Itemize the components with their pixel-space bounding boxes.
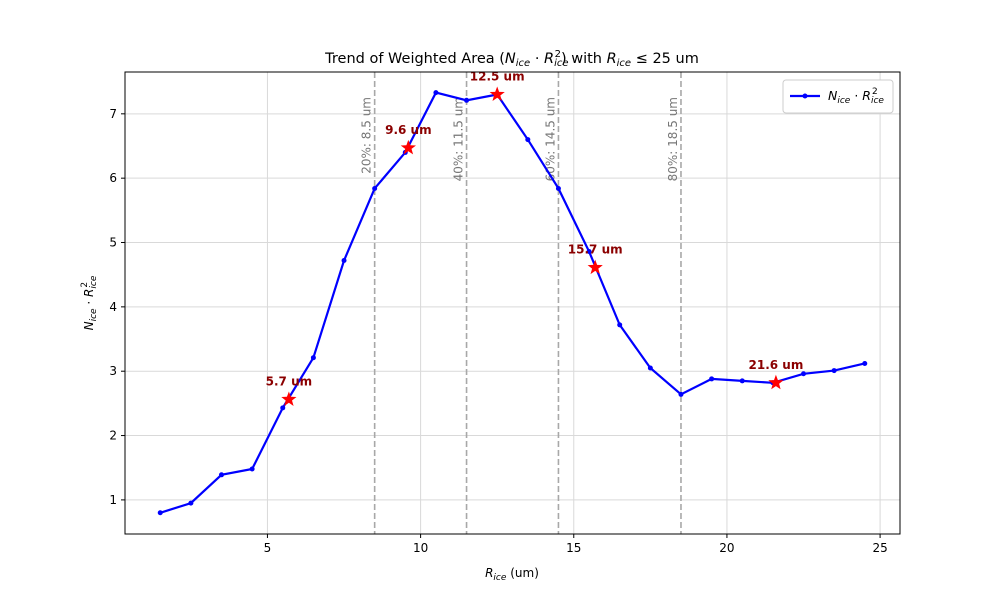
data-point (739, 378, 745, 384)
data-point (617, 322, 623, 328)
legend-entry: Nice · Rice2 (828, 87, 884, 106)
percentile-label: 80%: 18.5 um (666, 97, 680, 181)
plot-frame (124, 71, 901, 535)
data-point (709, 376, 715, 382)
data-point (249, 466, 255, 472)
star-label: 12.5 um (470, 70, 525, 84)
y-tick-label: 2 (109, 429, 117, 443)
star-marker (281, 391, 297, 406)
data-point (647, 365, 653, 371)
data-point (372, 185, 378, 191)
y-tick-label: 3 (109, 364, 117, 378)
star-marker (587, 259, 603, 275)
y-tick-label: 6 (109, 171, 117, 185)
data-point (801, 371, 807, 377)
y-tick-label: 5 (109, 236, 117, 250)
chart-title: Trend of Weighted Area (Nice · Rice2) wi… (324, 49, 699, 69)
star-label: 9.6 um (385, 123, 431, 137)
x-tick-label: 5 (264, 541, 272, 555)
data-point (831, 368, 837, 374)
data-point (464, 97, 470, 103)
data-point (678, 391, 684, 397)
legend: Nice · Rice2 (782, 79, 894, 114)
series-line (159, 91, 866, 514)
percentile-label: 60%: 14.5 um (543, 97, 557, 181)
x-tick-label: 25 (872, 541, 887, 555)
y-tick-label: 4 (109, 300, 117, 314)
x-tick-label: 20 (719, 541, 734, 555)
data-point (525, 137, 531, 143)
star-marker (768, 374, 784, 390)
data-point (341, 258, 347, 264)
y-axis-label: Nice · Rice2 (80, 275, 99, 330)
star-label: 5.7 um (266, 375, 312, 389)
star-marker (489, 86, 505, 101)
percentile-label: 20%: 8.5 um (360, 97, 374, 174)
x-axis-label: Rice (um) (485, 566, 539, 583)
star-marker (400, 139, 416, 155)
star-label: 21.6 um (749, 358, 804, 372)
x-tick-label: 15 (566, 541, 581, 555)
data-point (862, 360, 868, 366)
data-point (310, 355, 316, 361)
data-point (433, 90, 439, 96)
y-tick-label: 1 (109, 493, 117, 507)
data-point (555, 185, 561, 191)
star-label: 15.7 um (568, 243, 623, 257)
percentile-label: 40%: 11.5 um (452, 97, 466, 181)
data-point (157, 510, 163, 516)
data-point (188, 500, 194, 506)
data-point (280, 405, 286, 411)
data-point (586, 249, 592, 255)
x-tick-label: 10 (413, 541, 428, 555)
data-point (218, 472, 224, 478)
y-tick-label: 7 (109, 107, 117, 121)
